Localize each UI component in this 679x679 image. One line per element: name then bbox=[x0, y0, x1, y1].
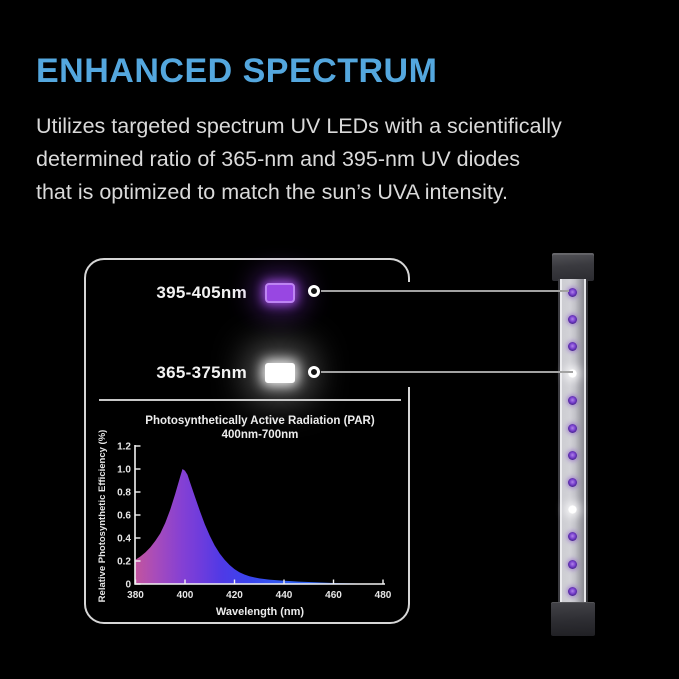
callout-dot-395-405 bbox=[308, 285, 320, 297]
svg-text:460: 460 bbox=[325, 590, 342, 601]
svg-text:400: 400 bbox=[177, 590, 194, 601]
uv-swatch-365-375 bbox=[265, 363, 295, 383]
spectrum-callout-panel: 395-405nm 365-375nm Photosynthetically A… bbox=[84, 258, 412, 624]
led-7-purple bbox=[568, 450, 577, 460]
led-5-purple bbox=[568, 396, 577, 406]
led-1-purple bbox=[568, 287, 577, 297]
uv-swatch-395-405 bbox=[265, 283, 295, 303]
svg-text:440: 440 bbox=[276, 590, 293, 601]
led-10-purple bbox=[568, 532, 577, 542]
body-line-3: that is optimized to match the sun’s UVA… bbox=[36, 180, 509, 204]
led-9-white bbox=[568, 505, 577, 515]
led-6-purple bbox=[568, 423, 577, 433]
svg-text:480: 480 bbox=[375, 590, 392, 601]
callout-line-365-375 bbox=[321, 371, 573, 373]
par-spectrum-chart: Photosynthetically Active Radiation (PAR… bbox=[94, 404, 410, 620]
callout-line-395-405 bbox=[321, 290, 569, 292]
led-3-purple bbox=[568, 341, 577, 351]
svg-text:0.4: 0.4 bbox=[117, 534, 131, 545]
panel-border-gap bbox=[404, 282, 412, 387]
led-4-white bbox=[568, 369, 577, 379]
svg-text:380: 380 bbox=[127, 590, 144, 601]
svg-text:420: 420 bbox=[226, 590, 243, 601]
callout-row-395-405: 395-405nm bbox=[86, 280, 295, 306]
body-line-1: Utilizes targeted spectrum UV LEDs with … bbox=[36, 114, 562, 138]
panel-divider bbox=[99, 399, 401, 401]
svg-text:400nm-700nm: 400nm-700nm bbox=[222, 429, 299, 441]
led-12-purple bbox=[568, 586, 577, 596]
body-line-2: determined ratio of 365-nm and 395-nm UV… bbox=[36, 147, 521, 171]
page-title: ENHANCED SPECTRUM bbox=[36, 52, 438, 90]
svg-text:Photosynthetically Active Radi: Photosynthetically Active Radiation (PAR… bbox=[145, 415, 375, 427]
svg-text:1.2: 1.2 bbox=[117, 442, 131, 453]
svg-text:0: 0 bbox=[125, 580, 131, 591]
light-bar-bottom-cap bbox=[551, 602, 595, 636]
led-11-purple bbox=[568, 559, 577, 569]
callout-row-365-375: 365-375nm bbox=[86, 360, 295, 386]
callout-label-365-375: 365-375nm bbox=[156, 363, 247, 382]
svg-text:Relative Photosynthetic Effici: Relative Photosynthetic Efficiency (%) bbox=[97, 430, 108, 603]
callout-label-395-405: 395-405nm bbox=[156, 283, 247, 302]
callout-dot-365-375 bbox=[308, 366, 320, 378]
light-bar-body bbox=[558, 279, 588, 605]
svg-text:1.0: 1.0 bbox=[117, 465, 131, 476]
body-copy: Utilizes targeted spectrum UV LEDs with … bbox=[36, 110, 562, 209]
led-2-purple bbox=[568, 314, 577, 324]
svg-text:0.8: 0.8 bbox=[117, 488, 131, 499]
uv-led-light-bar bbox=[551, 251, 597, 641]
svg-text:Wavelength (nm): Wavelength (nm) bbox=[216, 606, 305, 618]
light-bar-top-cap bbox=[552, 253, 594, 281]
svg-text:0.6: 0.6 bbox=[117, 511, 131, 522]
led-8-purple bbox=[568, 477, 577, 487]
svg-text:0.2: 0.2 bbox=[117, 557, 131, 568]
